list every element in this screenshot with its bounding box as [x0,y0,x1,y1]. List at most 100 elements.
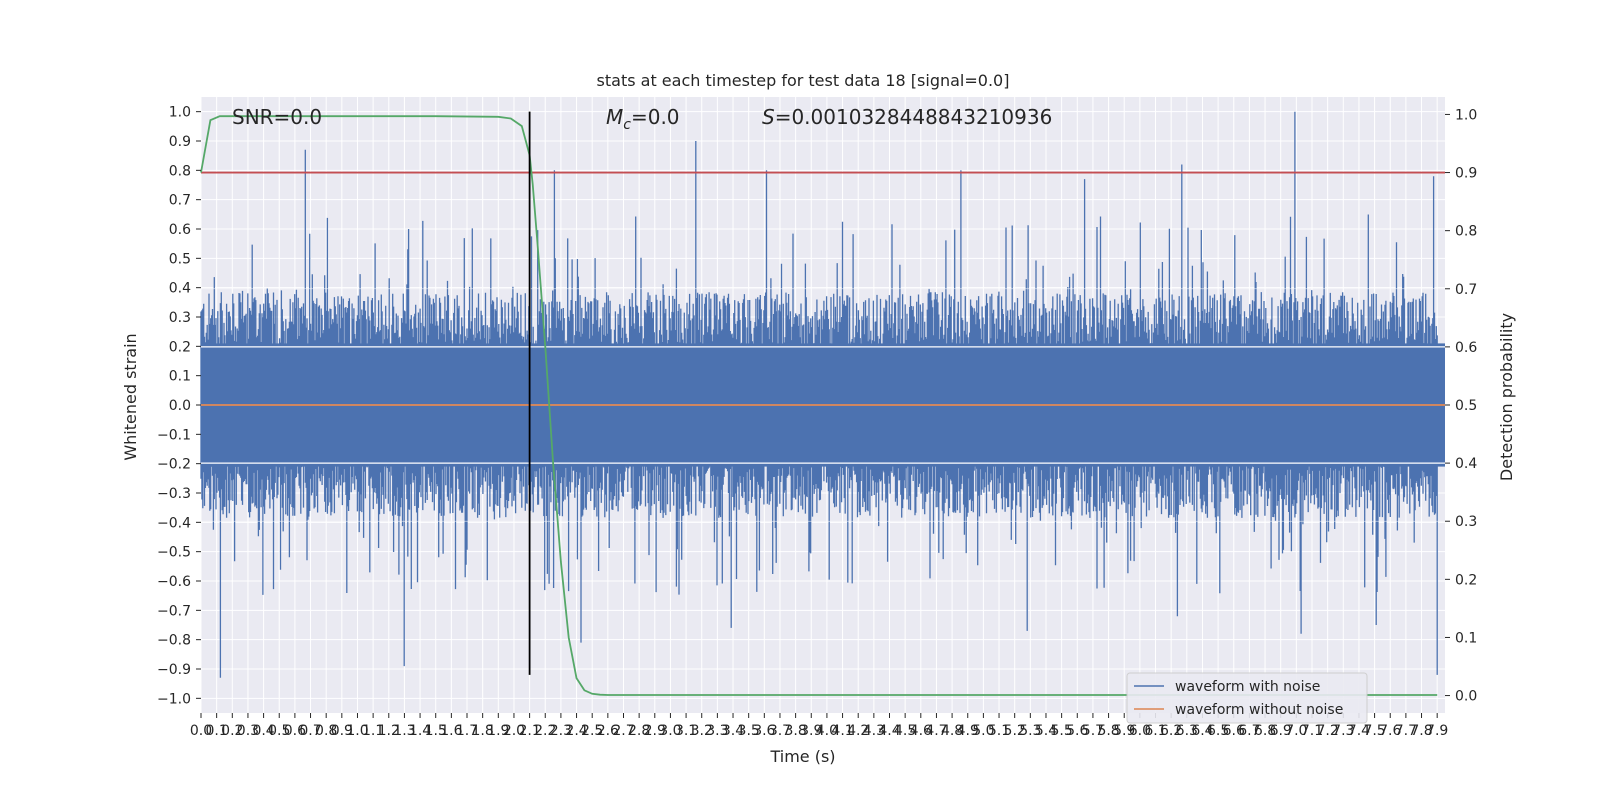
y-tick-label: −0.1 [157,427,191,443]
x-tick-label: 4.4 [878,723,900,739]
y-tick-label: 0.1 [169,369,191,385]
x-tick-label: 1.3 [393,723,415,739]
x-tick-label: 3.5 [738,723,760,739]
x-tick-label: 0.6 [284,723,306,739]
x-tick-label: 4.8 [941,723,963,739]
y2-tick-label: 0.5 [1455,398,1477,414]
x-tick-label: 6.1 [1144,723,1166,739]
x-tick-label: 4.9 [957,723,979,739]
y2-tick-label: 0.2 [1455,572,1477,588]
y-tick-label: 0.6 [169,222,191,238]
x-tick-label: 7.5 [1363,723,1385,739]
x-tick-label: 3.3 [706,723,728,739]
x-tick-label: 2.1 [518,723,540,739]
y-tick-label: 0.7 [169,193,191,209]
x-tick-label: 1.5 [425,723,447,739]
y-tick-label: 0.3 [169,310,191,326]
legend-label-waveform-with-noise: waveform with noise [1175,679,1320,695]
y-tick-label: 0.4 [169,281,191,297]
x-tick-label: 6.6 [1223,723,1245,739]
x-tick-label: 5.7 [1082,723,1104,739]
x-tick-label: 4.7 [925,723,947,739]
x-tick-label: 7.7 [1395,723,1417,739]
snr-annotation: SNR=0.0 [232,105,322,129]
x-tick-label: 0.9 [331,723,353,739]
x-tick-label: 3.1 [675,723,697,739]
x-tick-label: 0.8 [315,723,337,739]
x-tick-label: 4.3 [863,723,885,739]
x-tick-label: 4.2 [847,723,869,739]
y-tick-label: −0.2 [157,457,191,473]
y2-tick-label: 0.3 [1455,514,1477,530]
x-tick-label: 5.9 [1113,723,1135,739]
chirp-mass-subscript: c [623,117,631,133]
x-tick-label: 6.2 [1160,723,1182,739]
x-tick-label: 4.0 [816,723,838,739]
x-tick-label: 1.0 [346,723,368,739]
x-tick-label: 1.1 [362,723,384,739]
x-tick-label: 0.2 [221,723,243,739]
x-tick-label: 5.8 [1097,723,1119,739]
x-tick-label: 7.3 [1332,723,1354,739]
x-tick-label: 7.9 [1426,723,1448,739]
y-tick-label: −0.8 [157,633,191,649]
x-tick-label: 5.1 [988,723,1010,739]
chirp-mass-annotation: Mc=0.0 [606,105,680,133]
y-tick-label: −0.5 [157,545,191,561]
x-tick-label: 5.3 [1019,723,1041,739]
x-tick-label: 6.5 [1207,723,1229,739]
x-tick-label: 3.0 [659,723,681,739]
y-tick-label: 0.8 [169,163,191,179]
y-tick-label: −0.7 [157,603,191,619]
y-tick-label: 0.0 [169,398,191,414]
x-tick-label: 1.7 [456,723,478,739]
y-tick-label: 0.5 [169,251,191,267]
x-tick-label: 7.6 [1379,723,1401,739]
right-axis-ticks: 1.0 0.9 0.8 0.7 0.6 0.5 0.4 0.3 0.2 0.1 0.0 [1445,107,1477,705]
score-annotation: S=0.0010328448843210936 [762,105,1052,129]
y-tick-label: −1.0 [157,691,191,707]
x-tick-label: 2.7 [612,723,634,739]
x-tick-label: 7.8 [1410,723,1432,739]
x-tick-label: 2.0 [503,723,525,739]
y-tick-label: −0.9 [157,662,191,678]
y2-tick-label: 0.7 [1455,282,1477,298]
x-tick-label: 3.4 [722,723,744,739]
x-tick-label: 5.5 [1050,723,1072,739]
y-tick-label: 0.2 [169,339,191,355]
x-tick-label: 7.4 [1348,723,1370,739]
score-symbol: S [762,105,775,129]
x-tick-label: 6.4 [1191,723,1213,739]
x-tick-label: 3.7 [769,723,791,739]
x-tick-label: 1.6 [440,723,462,739]
y2-tick-label: 0.6 [1455,340,1477,356]
y-tick-label: −0.6 [157,574,191,590]
x-axis-label: Time (s) [769,747,835,766]
x-tick-label: 5.4 [1035,723,1057,739]
x-tick-label: 0.3 [237,723,259,739]
y2-tick-label: 0.8 [1455,224,1477,240]
x-tick-label: 0.4 [252,723,274,739]
chirp-mass-value: =0.0 [631,105,680,129]
x-tick-label: 1.4 [409,723,431,739]
y-axis-label: Whitened strain [121,333,140,460]
x-tick-label: 1.8 [472,723,494,739]
legend-label-waveform-without-noise: waveform without noise [1175,702,1343,718]
y2-tick-label: 1.0 [1455,107,1477,123]
x-axis-ticks: 0.00.10.20.30.40.50.60.70.80.91.01.11.21… [190,713,1448,739]
y-tick-label: −0.4 [157,515,191,531]
y2-tick-label: 0.0 [1455,689,1477,705]
score-value: =0.0010328448843210936 [775,105,1053,129]
x-tick-label: 4.1 [831,723,853,739]
x-tick-label: 7.2 [1317,723,1339,739]
y2-tick-label: 0.9 [1455,166,1477,182]
x-tick-label: 6.7 [1238,723,1260,739]
x-tick-label: 0.1 [206,723,228,739]
x-tick-label: 2.9 [644,723,666,739]
x-tick-label: 4.5 [894,723,916,739]
x-tick-label: 5.6 [1066,723,1088,739]
plot-area [200,97,1445,713]
x-tick-label: 7.1 [1301,723,1323,739]
left-axis-ticks: 1.0 0.9 0.8 0.7 0.6 0.5 0.4 0.3 0.2 0.1 0.0 −0.1 −0.… [157,105,201,707]
x-tick-label: 1.2 [378,723,400,739]
